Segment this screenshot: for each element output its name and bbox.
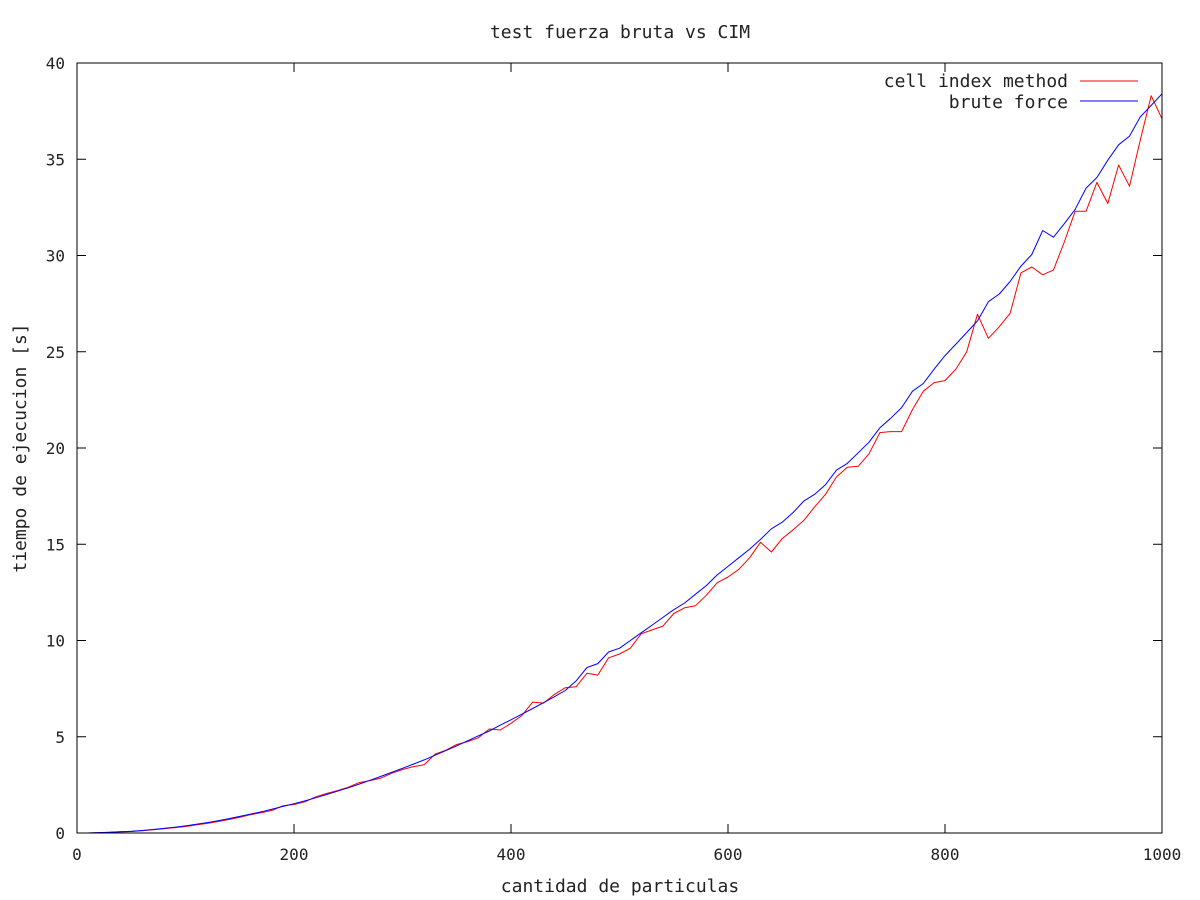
legend-label-brute-force: brute force	[949, 92, 1068, 113]
x-tick-label: 800	[931, 845, 960, 864]
series-line-brute-force	[87, 93, 1163, 834]
legend: cell index method brute force	[884, 71, 1138, 113]
x-tick-label: 200	[280, 845, 309, 864]
chart-title: test fuerza bruta vs CIM	[490, 22, 750, 43]
x-tick-label: 0	[72, 845, 82, 864]
y-tick-label: 40	[46, 54, 65, 73]
x-axis-label: cantidad de particulas	[501, 876, 739, 897]
y-tick-label: 30	[46, 247, 65, 266]
y-tick-label: 25	[46, 343, 65, 362]
y-axis-label: tiempo de ejecucion [s]	[10, 323, 31, 572]
legend-label-cell-index-method: cell index method	[884, 71, 1068, 92]
x-tick-label: 400	[497, 845, 526, 864]
series-line-cell-index-method	[87, 95, 1163, 834]
x-tick-label: 1000	[1143, 845, 1182, 864]
plot-frame	[76, 62, 1163, 834]
y-tick-label: 35	[46, 150, 65, 169]
y-tick-label: 10	[46, 632, 65, 651]
series-layer	[87, 93, 1163, 834]
x-tick-label: 600	[714, 845, 743, 864]
y-tick-label: 0	[55, 824, 65, 843]
y-tick-label: 5	[55, 728, 65, 747]
y-tick-label: 20	[46, 439, 65, 458]
axis-ticks: 0 200 400 600 800 1000 0 5 10 15 20 25 30 35 40	[46, 54, 1182, 864]
y-tick-label: 15	[46, 535, 65, 554]
